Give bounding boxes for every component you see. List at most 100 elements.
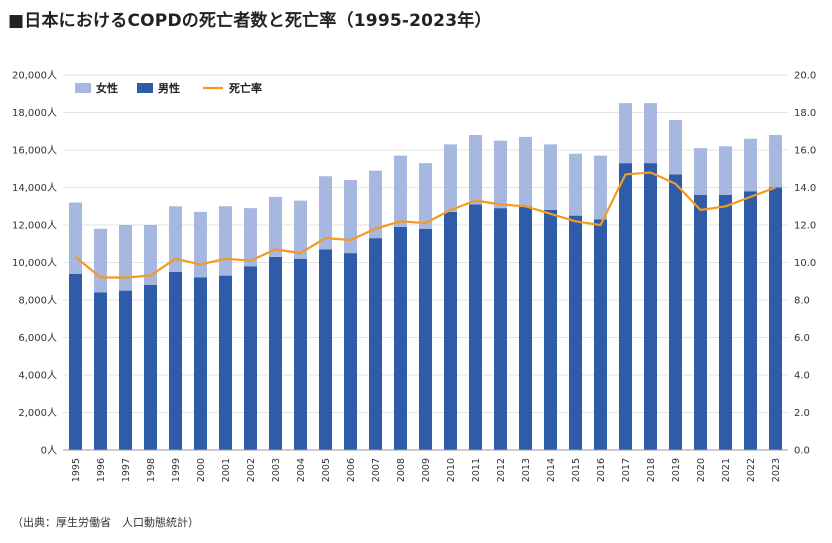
x-tick-label: 2017 (621, 458, 632, 482)
bar-male (244, 266, 257, 450)
bar-male (619, 163, 632, 450)
source-note: （出典：厚生労働省 人口動態統計） (12, 516, 199, 529)
bar-female (69, 202, 82, 274)
bar-male (694, 195, 707, 450)
legend-label-female: 女性 (96, 81, 118, 95)
legend-swatch-male (137, 83, 153, 93)
x-tick-label: 2007 (371, 458, 382, 482)
bar-male (94, 292, 107, 450)
legend-label-male: 男性 (158, 81, 180, 95)
y-left-tick-label: 6,000人 (18, 332, 57, 344)
bar-female (344, 180, 357, 254)
y-left-tick-label: 20,000人 (12, 70, 57, 82)
bar-female (544, 144, 557, 210)
y-left-tick-label: 2,000人 (18, 407, 57, 419)
y-left-tick-label: 18,000人 (12, 107, 57, 119)
bar-male (69, 273, 82, 450)
x-tick-label: 2003 (271, 458, 282, 482)
bar-female (319, 176, 332, 250)
bars (69, 103, 782, 450)
x-tick-label: 2008 (396, 458, 407, 482)
y-right-tick-label: 6.0 (794, 333, 810, 344)
bar-male (444, 211, 457, 450)
y-left-tick-label: 8,000人 (18, 295, 57, 307)
x-tick-label: 1999 (171, 458, 182, 482)
bar-female (719, 146, 732, 195)
x-tick-label: 2005 (321, 458, 332, 482)
y-right-tick-label: 16.0 (794, 146, 816, 157)
bar-female (569, 153, 582, 216)
y-left-tick-label: 10,000人 (12, 257, 57, 269)
chart-title: ■日本におけるCOPDの死亡者数と死亡率（1995-2023年） (8, 11, 492, 31)
y-right-tick-label: 0.0 (794, 446, 810, 457)
x-tick-label: 2021 (721, 458, 732, 482)
bar-female (469, 135, 482, 205)
y-right-tick-label: 18.0 (794, 108, 816, 119)
x-tick-label: 2013 (521, 458, 532, 482)
legend-label-rate: 死亡率 (229, 81, 262, 95)
bar-male (519, 206, 532, 450)
bar-female (494, 140, 507, 209)
bar-female (294, 200, 307, 259)
bar-female (194, 211, 207, 278)
bar-female (269, 196, 282, 257)
bar-male (544, 210, 557, 450)
bar-male (294, 258, 307, 450)
bar-female (744, 138, 757, 192)
x-tick-label: 1998 (146, 458, 157, 482)
bar-male (119, 290, 132, 450)
x-tick-label: 2011 (471, 458, 482, 482)
bar-male (269, 256, 282, 450)
bar-female (394, 155, 407, 227)
bar-male (744, 191, 757, 450)
bar-female (769, 135, 782, 188)
bar-female (369, 170, 382, 239)
x-tick-label: 2004 (296, 458, 307, 482)
y-left-tick-label: 16,000人 (12, 145, 57, 157)
y-left-tick-label: 14,000人 (12, 182, 57, 194)
bar-female (519, 136, 532, 207)
bar-male (344, 253, 357, 450)
x-tick-label: 2022 (746, 458, 757, 482)
y-left-tick-label: 0人 (41, 445, 57, 457)
bar-female (169, 206, 182, 272)
bar-male (194, 277, 207, 450)
y-right-tick-label: 20.0 (794, 71, 816, 82)
x-tick-label: 2014 (546, 458, 557, 482)
bar-male (394, 226, 407, 450)
bar-female (444, 144, 457, 212)
bar-female (219, 206, 232, 276)
y-right-tick-label: 4.0 (794, 371, 810, 382)
legend-swatch-female (75, 83, 91, 93)
bar-male (169, 271, 182, 450)
x-tick-label: 2001 (221, 458, 232, 482)
bar-female (94, 228, 107, 293)
x-tick-label: 2018 (646, 458, 657, 482)
y-right-tick-label: 14.0 (794, 183, 816, 194)
bar-male (369, 238, 382, 450)
bar-male (219, 275, 232, 450)
x-tick-label: 1996 (96, 458, 107, 482)
bar-female (644, 103, 657, 164)
y-right-tick-label: 10.0 (794, 258, 816, 269)
legend: 女性 男性 死亡率 (75, 81, 262, 95)
y-right-tick-label: 8.0 (794, 296, 810, 307)
bar-male (494, 208, 507, 450)
bar-female (419, 163, 432, 229)
bar-male (719, 195, 732, 450)
x-tick-label: 2000 (196, 458, 207, 482)
x-tick-label: 2019 (671, 458, 682, 482)
x-tick-label: 2002 (246, 458, 257, 482)
x-tick-label: 2012 (496, 458, 507, 482)
axes: 0人 2,000人 4,000人 6,000人 8,000人 10,000人 12,000人… (12, 70, 816, 483)
x-tick-label: 2009 (421, 458, 432, 482)
bar-female (594, 155, 607, 220)
rate-series-line (74, 171, 776, 279)
bar-female (669, 120, 682, 175)
bar-female (119, 225, 132, 291)
x-tick-label: 2016 (596, 458, 607, 482)
x-tick-label: 2006 (346, 458, 357, 482)
y-left-tick-label: 12,000人 (12, 220, 57, 232)
bar-male (644, 163, 657, 450)
